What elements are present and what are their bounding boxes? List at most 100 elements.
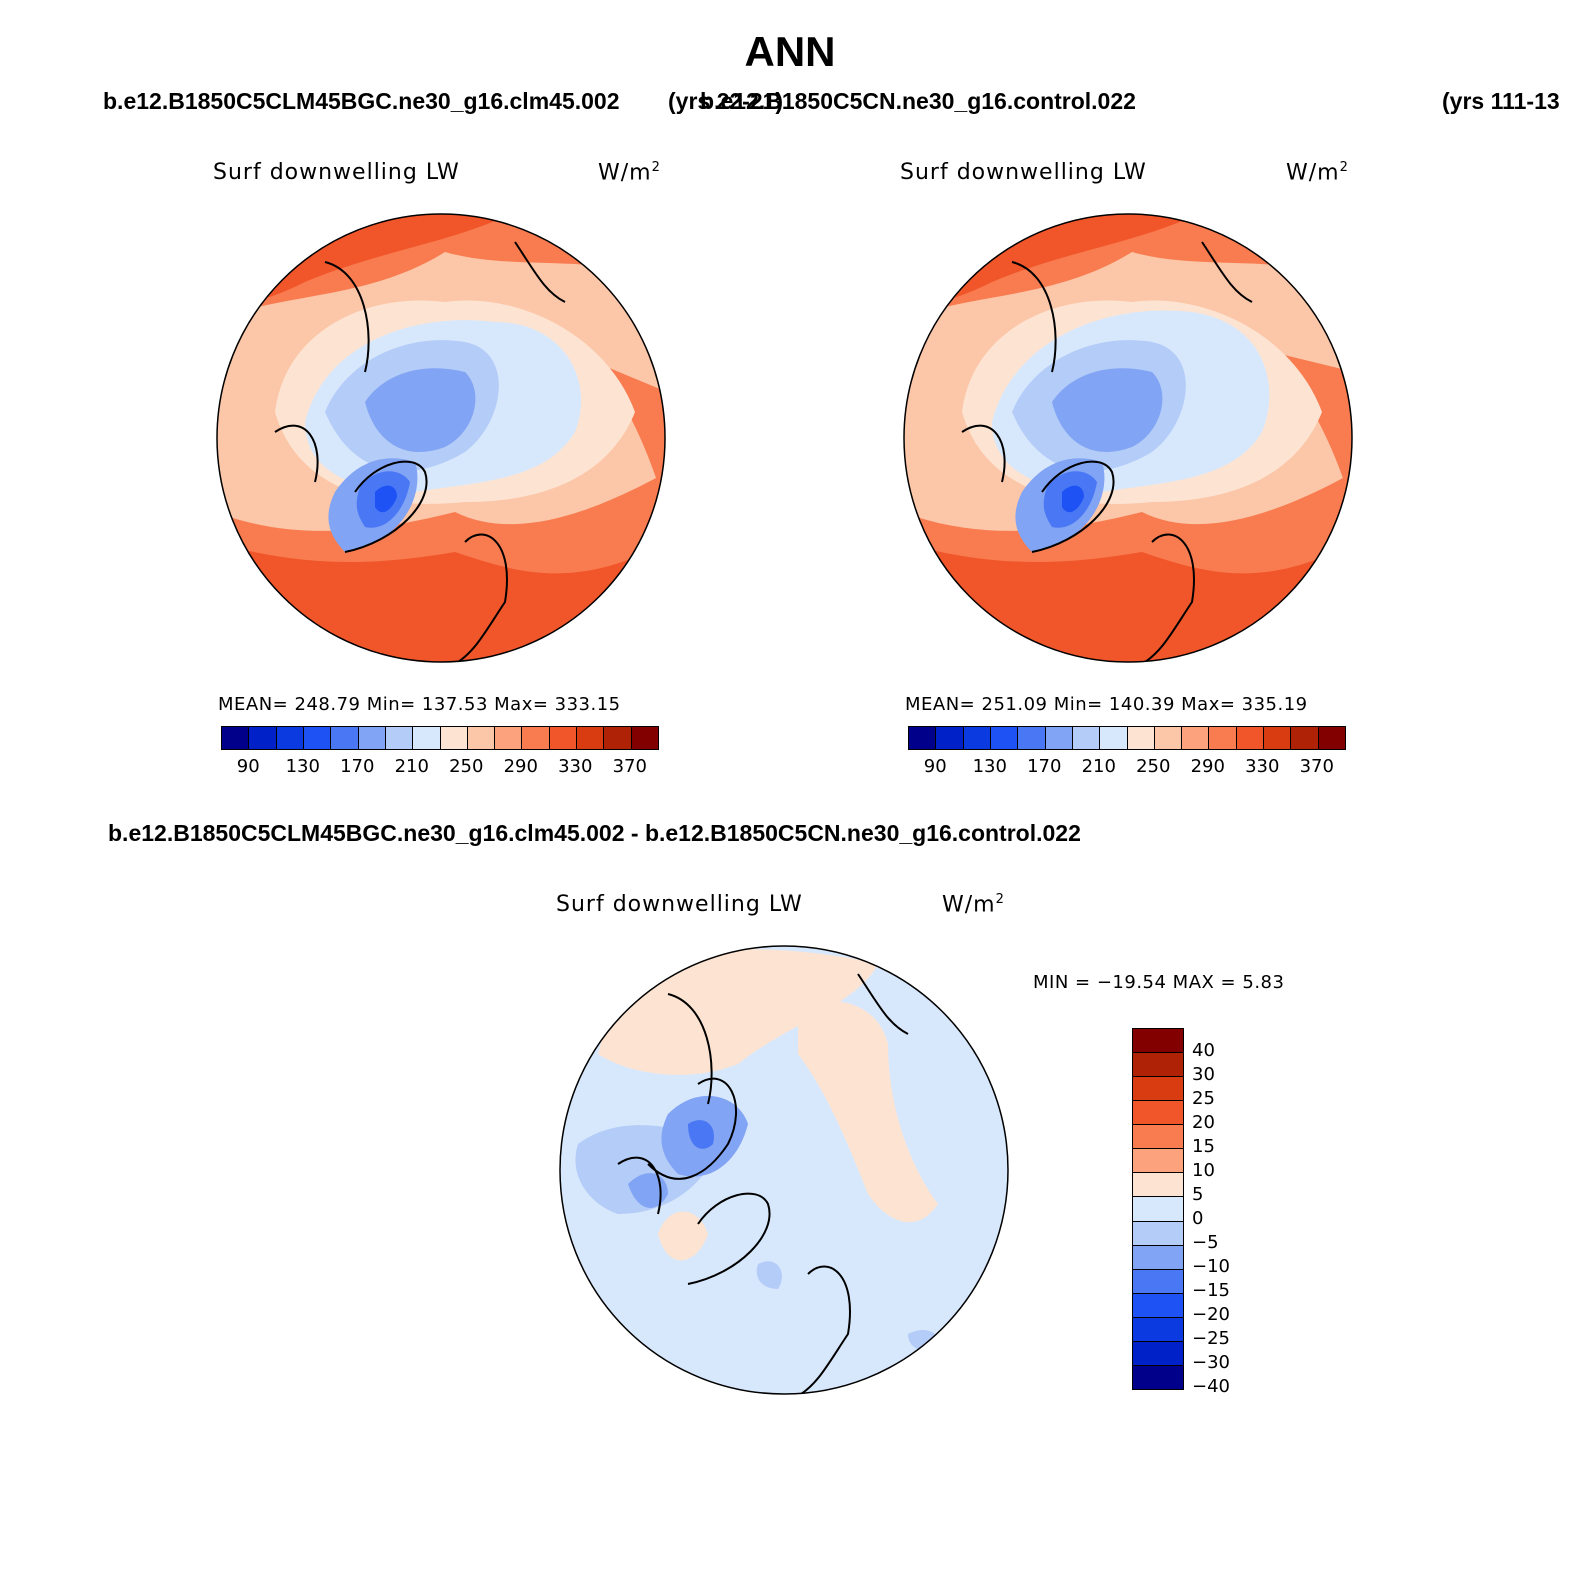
colorbar-tick-label: 250 — [1136, 756, 1171, 777]
colorbar-swatch — [1133, 1245, 1183, 1270]
colorbar-tick-label: 210 — [394, 756, 429, 777]
panel3-stats: MIN = −19.54 MAX = 5.83 — [1033, 972, 1285, 993]
colorbar-swatch — [1154, 727, 1183, 749]
colorbar-swatch — [1133, 1365, 1183, 1389]
colorbar-swatch — [1133, 1317, 1183, 1342]
panel3-polar-map — [559, 945, 1009, 1395]
colorbar-swatch — [1133, 1269, 1183, 1294]
colorbar-tick-label: 15 — [1192, 1136, 1215, 1157]
colorbar-swatch — [1264, 727, 1292, 749]
colorbar-tick-label: 20 — [1192, 1112, 1215, 1133]
page-title: ANN — [744, 28, 836, 75]
colorbar-tick-label: 25 — [1192, 1088, 1215, 1109]
colorbar-swatch — [1133, 1077, 1183, 1102]
colorbar-tick-label: 40 — [1192, 1040, 1215, 1061]
panel1-stats: MEAN= 248.79 Min= 137.53 Max= 333.15 — [218, 694, 621, 715]
panel2-stats: MEAN= 251.09 Min= 140.39 Max= 335.19 — [905, 694, 1308, 715]
colorbar-swatch — [1100, 727, 1128, 749]
colorbar-swatch — [1133, 1029, 1183, 1054]
colorbar-tick-label: 250 — [449, 756, 484, 777]
colorbar-tick-label: 30 — [1192, 1064, 1215, 1085]
diff-colorbar-ticks: 40 30 25 20 15 10 5 0 −5 −10 −15 −20 −25 −30 −40 — [1192, 1028, 1262, 1397]
colorbar-swatch — [331, 727, 359, 749]
colorbar-swatch — [1291, 727, 1319, 749]
colorbar-tick-label: 10 — [1192, 1160, 1215, 1181]
colorbar-tick-label: 90 — [236, 756, 260, 777]
colorbar-swatch — [1133, 1293, 1183, 1318]
panel3-units: W/m2 — [942, 892, 1005, 918]
case1-title: b.e12.B1850C5CLM45BGC.ne30_g16.clm45.002 — [103, 88, 620, 114]
colorbar-tick-label: 170 — [340, 756, 375, 777]
colorbar-swatch — [1133, 1149, 1183, 1174]
panel1-variable: Surf downwelling LW — [213, 160, 460, 185]
case1-years: (yrs 22-21) — [668, 88, 784, 114]
colorbar-swatch — [522, 727, 550, 749]
colorbar-swatch — [1133, 1101, 1183, 1126]
colorbar-tick-label: 130 — [972, 756, 1007, 777]
colorbar-swatch — [1318, 727, 1345, 749]
panel1-units: W/m2 — [598, 160, 661, 186]
colorbar-swatch — [1133, 1053, 1183, 1078]
diff-title: b.e12.B1850C5CLM45BGC.ne30_g16.clm45.002… — [108, 820, 1081, 846]
panel2-colorbar-ticks: 90 130 170 210 250 290 330 370 — [908, 756, 1344, 780]
colorbar-tick-label: 5 — [1192, 1184, 1204, 1205]
colorbar-tick-label: 330 — [1245, 756, 1280, 777]
colorbar-tick-label: −40 — [1192, 1376, 1230, 1397]
colorbar-swatch — [222, 727, 250, 749]
case2-years: (yrs 111-13 — [1442, 88, 1560, 114]
colorbar-tick-label: −20 — [1192, 1304, 1230, 1325]
colorbar-tick-label: −25 — [1192, 1328, 1230, 1349]
colorbar-tick-label: 290 — [1190, 756, 1225, 777]
colorbar-swatch — [1209, 727, 1237, 749]
panel2-colorbar — [908, 726, 1346, 750]
colorbar-swatch — [385, 727, 414, 749]
colorbar-swatch — [1127, 727, 1155, 749]
colorbar-swatch — [276, 727, 304, 749]
colorbar-swatch — [358, 727, 386, 749]
colorbar-swatch — [1133, 1173, 1183, 1198]
case2-title: b.e12.B1850C5CN.ne30_g16.control.022 — [700, 88, 1136, 114]
colorbar-swatch — [1133, 1197, 1183, 1222]
colorbar-swatch — [990, 727, 1019, 749]
colorbar-tick-label: −10 — [1192, 1256, 1230, 1277]
panel1-polar-map — [216, 213, 666, 663]
panel2-variable: Surf downwelling LW — [900, 160, 1147, 185]
colorbar-swatch — [440, 727, 468, 749]
colorbar-swatch — [1133, 1341, 1183, 1366]
panel1-colorbar-ticks: 90 130 170 210 250 290 330 370 — [221, 756, 657, 780]
colorbar-swatch — [495, 727, 523, 749]
colorbar-tick-label: −30 — [1192, 1352, 1230, 1373]
colorbar-swatch — [1182, 727, 1210, 749]
colorbar-swatch — [631, 727, 658, 749]
colorbar-swatch — [549, 727, 578, 749]
colorbar-tick-label: 130 — [285, 756, 320, 777]
colorbar-swatch — [467, 727, 496, 749]
colorbar-swatch — [936, 727, 964, 749]
colorbar-tick-label: 290 — [503, 756, 538, 777]
colorbar-swatch — [909, 727, 937, 749]
panel3-variable: Surf downwelling LW — [556, 892, 803, 917]
colorbar-swatch — [604, 727, 632, 749]
colorbar-tick-label: −5 — [1192, 1232, 1219, 1253]
colorbar-swatch — [1236, 727, 1265, 749]
colorbar-tick-label: 170 — [1027, 756, 1062, 777]
colorbar-swatch — [249, 727, 277, 749]
colorbar-tick-label: 330 — [558, 756, 593, 777]
colorbar-tick-label: 90 — [923, 756, 947, 777]
colorbar-swatch — [577, 727, 605, 749]
colorbar-tick-label: −15 — [1192, 1280, 1230, 1301]
panel2-polar-map — [903, 213, 1353, 663]
colorbar-swatch — [1133, 1125, 1183, 1150]
panel2-units: W/m2 — [1286, 160, 1349, 186]
colorbar-tick-label: 370 — [612, 756, 647, 777]
colorbar-swatch — [303, 727, 332, 749]
colorbar-swatch — [1072, 727, 1101, 749]
colorbar-swatch — [1018, 727, 1046, 749]
colorbar-swatch — [1045, 727, 1073, 749]
colorbar-tick-label: 370 — [1299, 756, 1334, 777]
colorbar-tick-label: 0 — [1192, 1208, 1204, 1229]
colorbar-tick-label: 210 — [1081, 756, 1116, 777]
colorbar-swatch — [1133, 1221, 1183, 1246]
colorbar-swatch — [413, 727, 441, 749]
panel1-colorbar — [221, 726, 659, 750]
